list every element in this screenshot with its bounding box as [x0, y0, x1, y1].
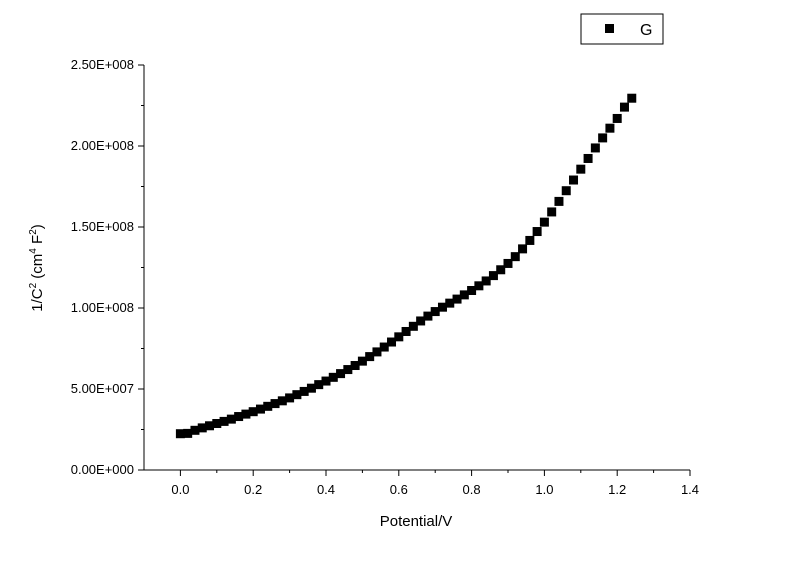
data-point: [175, 429, 185, 439]
data-points: [175, 93, 637, 439]
data-point: [350, 361, 360, 371]
data-point: [401, 326, 411, 336]
data-point: [394, 332, 404, 342]
data-point: [619, 102, 629, 112]
data-point: [343, 365, 353, 375]
y-axis-ticks: 0.00E+000 5.00E+007 1.00E+008 1.50E+008 2.00…: [71, 57, 144, 477]
data-point: [321, 376, 331, 386]
x-tick-label: 1.4: [681, 482, 699, 497]
data-point: [445, 298, 455, 308]
data-point: [488, 271, 498, 281]
data-point: [379, 342, 389, 352]
y-tick-label: 0.00E+000: [71, 462, 134, 477]
data-point: [226, 414, 236, 424]
y-axis-title: 1/C2 (cm4 F2): [28, 224, 46, 312]
data-point: [299, 386, 309, 396]
legend-marker: [605, 24, 614, 33]
data-point: [357, 356, 367, 366]
data-point: [459, 290, 469, 300]
x-tick-label: 0.0: [171, 482, 189, 497]
data-point: [212, 419, 222, 429]
data-point: [576, 164, 586, 174]
data-point: [598, 133, 608, 143]
y-tick-label: 1.00E+008: [71, 300, 134, 315]
data-point: [263, 401, 273, 411]
data-point: [605, 123, 615, 133]
data-point: [219, 416, 229, 426]
y-tick-label: 2.00E+008: [71, 138, 134, 153]
y-axis-title-base: 1/C: [29, 288, 46, 312]
data-point: [255, 404, 265, 414]
data-point: [561, 186, 571, 196]
legend-label-g: G: [640, 22, 652, 39]
legend: G: [580, 13, 664, 45]
data-point: [197, 423, 207, 433]
data-point: [437, 302, 447, 312]
data-point: [306, 383, 316, 393]
data-point: [248, 407, 258, 417]
y-tick-label: 1.50E+008: [71, 219, 134, 234]
data-point: [183, 428, 193, 438]
data-point: [474, 281, 484, 291]
data-point: [423, 311, 433, 321]
data-point: [590, 143, 600, 153]
data-point: [452, 294, 462, 304]
data-point: [387, 337, 397, 347]
data-point: [518, 244, 528, 254]
data-point: [525, 235, 535, 245]
data-point: [234, 412, 244, 422]
data-point: [569, 175, 579, 185]
data-point: [583, 153, 593, 163]
data-point: [190, 425, 200, 435]
y-axis-title-unit-open: (cm: [29, 254, 46, 283]
data-point: [241, 409, 251, 419]
x-tick-label: 0.2: [244, 482, 262, 497]
y-axis-title-exp3: 2: [28, 229, 39, 235]
x-axis-title: Potential/V: [380, 513, 453, 530]
data-point: [503, 258, 513, 268]
data-point: [496, 265, 506, 275]
data-point: [612, 113, 622, 123]
x-tick-label: 0.4: [317, 482, 335, 497]
data-point: [627, 93, 637, 103]
data-point: [314, 380, 324, 390]
data-point: [416, 316, 426, 326]
y-tick-label: 5.00E+007: [71, 381, 134, 396]
data-point: [372, 347, 382, 357]
data-point: [328, 372, 338, 382]
data-point: [365, 352, 375, 362]
data-point: [430, 307, 440, 317]
data-point: [270, 399, 280, 409]
x-tick-label: 0.8: [463, 482, 481, 497]
y-axis-title-exp1: 2: [28, 282, 39, 288]
x-axis-ticks: 0.0 0.2 0.4 0.6 0.8 1.0 1.2 1.4: [171, 470, 699, 497]
data-point: [292, 390, 302, 400]
data-point: [532, 227, 542, 237]
y-tick-label: 2.50E+008: [71, 57, 134, 72]
y-axis-title-exp2: 4: [28, 248, 39, 254]
x-tick-label: 0.6: [390, 482, 408, 497]
data-point: [481, 276, 491, 286]
x-tick-label: 1.0: [535, 482, 553, 497]
y-axis-title-unit-close: ): [29, 224, 46, 229]
data-point: [336, 369, 346, 379]
data-point: [510, 252, 520, 262]
data-point: [554, 196, 564, 206]
data-point: [467, 286, 477, 296]
data-point: [408, 321, 418, 331]
legend-box: [580, 13, 664, 45]
data-point: [277, 396, 287, 406]
data-point: [285, 393, 295, 403]
data-point: [539, 217, 549, 227]
data-point: [547, 207, 557, 217]
x-tick-label: 1.2: [608, 482, 626, 497]
y-axis-title-unit-mid: F: [29, 235, 46, 248]
data-point: [205, 421, 215, 431]
